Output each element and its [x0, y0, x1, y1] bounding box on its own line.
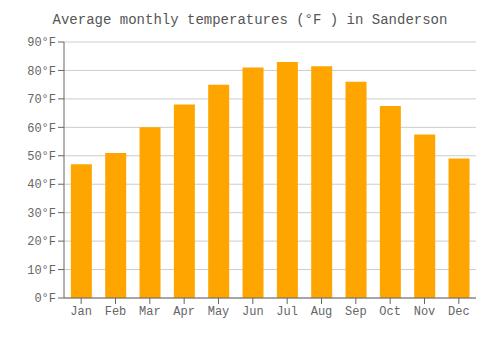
svg-text:30°F: 30°F — [27, 207, 56, 221]
svg-text:Sep: Sep — [345, 305, 367, 319]
svg-text:Jan: Jan — [70, 305, 92, 319]
svg-text:10°F: 10°F — [27, 264, 56, 278]
html-text:Average monthly temperatures (: Average monthly temperatures (°F ) in Sa… — [52, 12, 448, 28]
svg-text:90°F: 90°F — [27, 36, 56, 50]
svg-text:80°F: 80°F — [27, 65, 56, 79]
svg-text:Feb: Feb — [105, 305, 127, 319]
svg-text:20°F: 20°F — [27, 235, 56, 249]
svg-text:Jun: Jun — [242, 305, 264, 319]
svg-text:Apr: Apr — [173, 305, 195, 319]
svg-text:Aug: Aug — [311, 305, 333, 319]
svg-text:70°F: 70°F — [27, 93, 56, 107]
svg-text:60°F: 60°F — [27, 122, 56, 136]
svg-text:50°F: 50°F — [27, 150, 56, 164]
svg-text:Dec: Dec — [448, 305, 470, 319]
svg-text:Nov: Nov — [414, 305, 436, 319]
svg-text:40°F: 40°F — [27, 178, 56, 192]
svg-text:Jul: Jul — [276, 305, 298, 319]
svg-text:Oct: Oct — [379, 305, 401, 319]
svg-text:0°F: 0°F — [34, 292, 56, 306]
svg-text:May: May — [208, 305, 230, 319]
svg-text:Mar: Mar — [139, 305, 161, 319]
